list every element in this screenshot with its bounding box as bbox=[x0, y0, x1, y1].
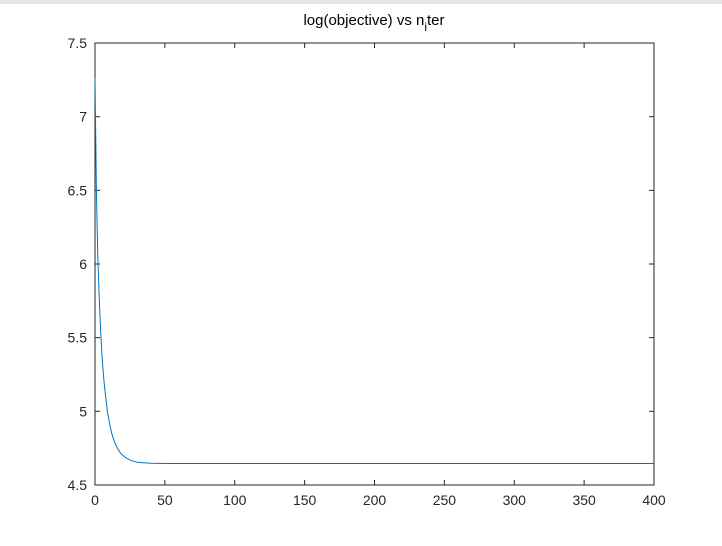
y-tick-label: 6.5 bbox=[68, 182, 88, 198]
x-tick-label: 200 bbox=[363, 492, 387, 508]
x-tick-label: 150 bbox=[293, 492, 317, 508]
y-tick-label: 5 bbox=[79, 403, 87, 419]
chart-title: log(objective) vs niter bbox=[303, 12, 444, 34]
x-tick-label: 250 bbox=[433, 492, 457, 508]
x-tick-label: 300 bbox=[503, 492, 527, 508]
x-axis-tick-labels: 0 50 100 150 200 250 300 350 400 bbox=[91, 492, 666, 508]
y-tick-label: 7 bbox=[79, 109, 87, 125]
plot-area bbox=[94, 42, 655, 486]
series-lines bbox=[94, 78, 654, 464]
y-tick-label: 7.5 bbox=[68, 35, 88, 51]
x-tick-label: 0 bbox=[91, 492, 99, 508]
y-tick-label: 6 bbox=[79, 256, 87, 272]
x-tick-label: 400 bbox=[642, 492, 666, 508]
y-axis-tick-labels: 4.5 5 5.5 6 6.5 7 7.5 bbox=[68, 35, 88, 493]
x-tick-label: 50 bbox=[157, 492, 173, 508]
series-line-1 bbox=[94, 78, 654, 464]
y-tick-label: 5.5 bbox=[68, 330, 88, 346]
x-tick-label: 100 bbox=[223, 492, 247, 508]
chart-title-main: log(objective) vs n bbox=[303, 12, 424, 29]
chart-title-subscript: i bbox=[424, 20, 427, 34]
x-tick-label: 350 bbox=[572, 492, 596, 508]
y-tick-label: 4.5 bbox=[68, 477, 88, 493]
window-top-strip bbox=[0, 0, 722, 4]
chart-title-suffix: ter bbox=[427, 12, 445, 29]
